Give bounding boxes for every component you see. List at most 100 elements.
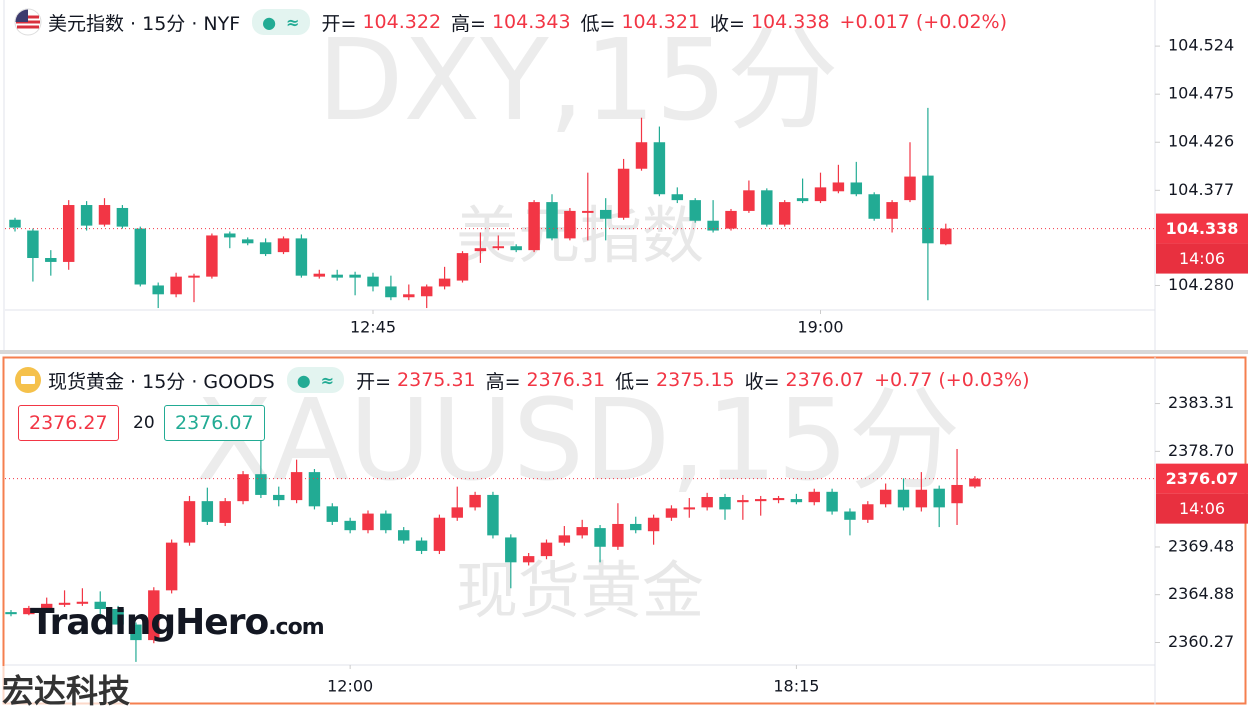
candle-body <box>308 472 321 507</box>
buy-button[interactable]: 2376.07 <box>164 405 265 441</box>
countdown-label: 14:06 <box>1179 499 1225 518</box>
candle-body <box>380 513 392 531</box>
change: +0.77 (+0.03%) <box>874 369 1030 391</box>
candle-body <box>653 142 666 195</box>
candle-body <box>451 507 463 518</box>
candle-body <box>170 276 182 295</box>
candle-body <box>469 494 481 508</box>
candle-body <box>671 194 684 201</box>
candle-body <box>76 601 89 604</box>
candle-body <box>224 233 236 238</box>
candle-body <box>510 246 522 251</box>
candle-body <box>241 239 254 244</box>
candle-body <box>313 273 326 277</box>
candle-body <box>665 508 678 518</box>
candle-body <box>689 200 701 221</box>
price-tag-label: 2376.07 <box>1166 469 1239 488</box>
watermark: 美元指数 <box>456 199 704 272</box>
candle-body <box>778 202 791 225</box>
candle-body <box>152 285 164 295</box>
candle-body <box>868 194 880 219</box>
gold-icon <box>15 367 41 393</box>
candle-body <box>951 484 963 504</box>
brand: 宏达科技 <box>2 666 131 712</box>
x-tick-label: 18:15 <box>773 677 819 696</box>
ohlc-value: 2376.07 <box>785 369 865 391</box>
ohlc-label: 高= <box>451 12 486 35</box>
ohlc-label: 收= <box>710 12 745 35</box>
y-tick-label: 104.377 <box>1168 180 1234 199</box>
candle-body <box>456 253 469 281</box>
candle-body <box>886 202 898 219</box>
status-pill[interactable]: ● ≈ <box>252 9 310 35</box>
candle-body <box>259 242 272 255</box>
ohlc-value: 2375.31 <box>397 369 476 391</box>
candle-body <box>737 500 749 503</box>
candle-body <box>433 517 446 551</box>
candle-body <box>326 506 339 522</box>
spread: 20 <box>133 413 155 433</box>
sell-button[interactable]: 2376.27 <box>18 405 119 441</box>
ohlc-label: 低= <box>580 12 616 35</box>
candle-body <box>45 258 57 262</box>
ohlc-value: 2376.31 <box>526 369 606 391</box>
ohlc-value: 104.321 <box>621 11 701 33</box>
y-tick-label: 2369.48 <box>1168 536 1234 555</box>
price-tag-label: 104.338 <box>1166 219 1239 238</box>
candle-body <box>134 228 147 285</box>
candle-body <box>362 513 374 531</box>
candle-body <box>522 556 535 563</box>
candle-body <box>23 607 35 615</box>
candle-body <box>9 219 21 228</box>
ohlc-value: 104.338 <box>750 11 830 33</box>
candle-body <box>915 489 928 508</box>
y-tick-label: 104.280 <box>1168 275 1234 294</box>
change: +0.017 (+0.02%) <box>839 11 1008 33</box>
candle-body <box>112 608 124 625</box>
candle-body <box>612 523 624 547</box>
y-tick-label: 2364.88 <box>1168 584 1234 603</box>
candle-body <box>599 209 612 219</box>
candle-body <box>237 474 249 502</box>
candle-body <box>808 491 820 503</box>
x-tick-label: 19:00 <box>797 318 843 337</box>
candle-body <box>295 238 308 276</box>
candle-body <box>701 496 713 508</box>
candle-body <box>219 501 231 523</box>
ohlc-label: 开= <box>356 370 392 393</box>
ohlc-label: 收= <box>744 370 780 393</box>
candle-body <box>27 230 39 259</box>
candle-body <box>826 491 838 512</box>
candle-body <box>505 537 517 563</box>
candle-body <box>344 520 356 531</box>
candle-body <box>62 205 75 262</box>
candle-body <box>940 228 952 245</box>
candle-body <box>594 528 606 547</box>
candle-body <box>725 210 737 229</box>
candle-body <box>188 275 200 278</box>
candle-body <box>879 489 892 505</box>
candle-body <box>969 478 981 487</box>
candle-body <box>277 238 290 253</box>
ohlc-value: 104.343 <box>491 11 571 33</box>
x-tick-label: 12:00 <box>327 677 373 696</box>
candle-body <box>558 535 571 543</box>
watermark: DXY,15分 <box>317 16 839 146</box>
candle-body <box>564 210 576 239</box>
candle-body <box>397 530 410 541</box>
candle-body <box>635 142 648 169</box>
x-tick-label: 12:45 <box>350 318 396 337</box>
ohlc-value: 104.322 <box>362 11 442 33</box>
price-tag <box>1156 463 1248 494</box>
candle-body <box>487 494 499 536</box>
countdown-tag <box>1156 243 1248 274</box>
candle-body <box>349 274 361 278</box>
logo-domain: .com <box>268 615 324 640</box>
ohlc-label: 低= <box>615 370 651 393</box>
logo-name: TradingHero <box>30 602 269 643</box>
candle-body <box>492 246 505 249</box>
candle-body <box>844 511 856 520</box>
status-pill[interactable]: ● ≈ <box>286 367 345 393</box>
candle-body <box>40 603 53 608</box>
